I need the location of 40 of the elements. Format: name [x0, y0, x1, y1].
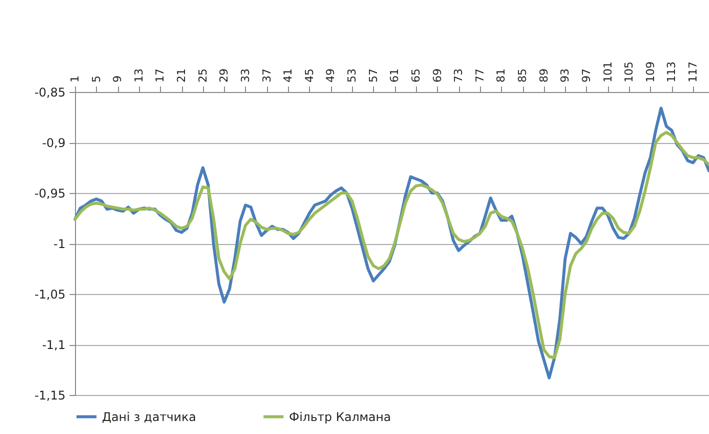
- x-tick-label: 109: [644, 62, 657, 82]
- x-tick-label: 113: [665, 62, 678, 82]
- y-tick-label: -0,95: [34, 186, 66, 200]
- x-tick-label: 9: [111, 76, 124, 82]
- x-tick-label: 25: [196, 68, 210, 82]
- y-tick-label: -1: [54, 237, 66, 251]
- y-tick-label: -1,1: [42, 338, 66, 352]
- x-tick-label: 61: [388, 68, 402, 82]
- x-tick-label: 85: [516, 68, 530, 82]
- legend-label: Дані з датчика: [102, 410, 196, 424]
- x-tick-label: 93: [558, 68, 572, 82]
- x-tick-label: 101: [601, 62, 614, 82]
- x-tick-label: 29: [218, 68, 231, 82]
- x-tick-label: 41: [282, 68, 295, 82]
- y-tick-label: -1,15: [34, 388, 66, 402]
- x-tick-label: 65: [409, 68, 422, 82]
- x-tick-label: 81: [494, 68, 508, 82]
- x-tick-label: 77: [473, 68, 486, 82]
- y-tick-label: -0,9: [42, 136, 66, 150]
- x-tick-label: 37: [260, 68, 274, 82]
- x-tick-label: 73: [452, 68, 466, 82]
- x-tick-label: 1: [68, 76, 82, 82]
- x-tick-label: 45: [302, 68, 316, 82]
- x-tick-label: 69: [430, 68, 444, 82]
- x-tick-label: 21: [175, 68, 188, 82]
- y-tick-label: -1,05: [34, 288, 66, 302]
- x-tick-label: 97: [580, 68, 593, 82]
- x-tick-label: 105: [622, 62, 636, 82]
- x-tick-label: 89: [537, 68, 550, 82]
- x-tick-label: 49: [324, 68, 338, 82]
- x-tick-label: 57: [366, 68, 380, 82]
- y-tick-label: -0,85: [34, 86, 66, 100]
- x-tick-label: 33: [238, 68, 252, 82]
- x-tick-label: 117: [686, 62, 700, 82]
- x-tick-label: 5: [90, 76, 103, 82]
- x-tick-label: 53: [346, 68, 359, 82]
- line-series: [74, 130, 709, 360]
- x-tick-label: 13: [132, 68, 146, 82]
- x-tick-label: 17: [154, 68, 167, 82]
- legend-label: Фільтр Калмана: [289, 410, 391, 424]
